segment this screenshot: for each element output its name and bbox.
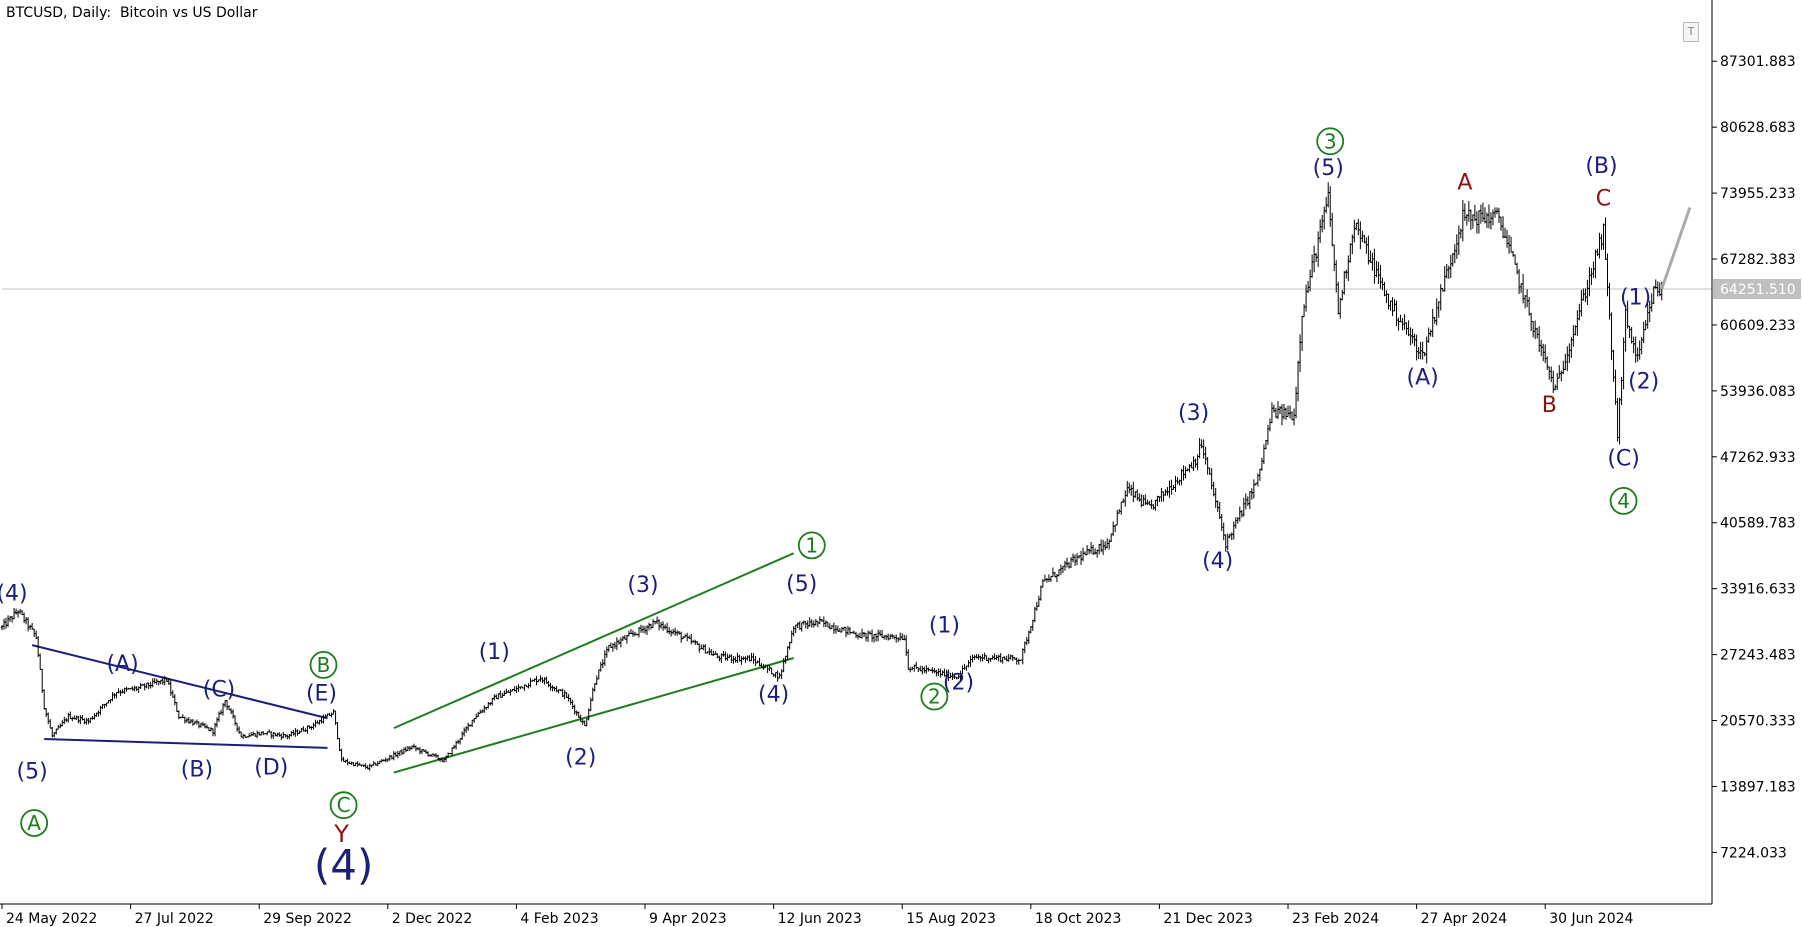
- date-tick-label: 27 Jul 2022: [135, 911, 214, 927]
- wave-label: C: [337, 793, 351, 817]
- wave-label: (E): [306, 681, 337, 706]
- wave-label: (B): [181, 758, 213, 783]
- wave-label: (A): [106, 652, 138, 677]
- wave-label: B: [317, 653, 331, 677]
- date-tick-label: 15 Aug 2023: [906, 911, 996, 927]
- wave-label: (1): [479, 640, 510, 665]
- wave-label: (2): [943, 671, 974, 696]
- wave-label: (1): [1620, 285, 1651, 310]
- wave-label: (5): [17, 760, 48, 785]
- price-tick-label: 13897.183: [1720, 779, 1796, 795]
- date-tick-label: 23 Feb 2024: [1292, 911, 1379, 927]
- wave-label: (1): [929, 613, 960, 638]
- wave-label: C: [1596, 186, 1611, 211]
- wave-label: (2): [1628, 369, 1659, 394]
- wave-label: (2): [565, 746, 596, 771]
- price-tick-label: 47262.933: [1720, 450, 1796, 466]
- wave-label: (B): [1585, 154, 1617, 179]
- wave-label: Y: [333, 820, 349, 848]
- date-tick-label: 18 Oct 2023: [1035, 911, 1122, 927]
- wave-label: (4): [0, 582, 28, 607]
- wave-labels-group: (4)(5)A(A)(C)(B)(D)B(E)CY(4)(1)(2)(3)(4)…: [0, 127, 1659, 889]
- price-tick-label: 53936.083: [1720, 384, 1796, 400]
- price-tick-label: 60609.233: [1720, 318, 1796, 334]
- price-tick-label: 73955.233: [1720, 186, 1796, 202]
- price-tick-label: 7224.033: [1720, 845, 1787, 861]
- wave-label-circle: [329, 791, 358, 820]
- wave-label: (3): [627, 573, 658, 598]
- trendline-wedge-lower: [393, 657, 794, 774]
- price-tick-label: 67282.383: [1720, 252, 1796, 268]
- date-tick-label: 24 May 2022: [6, 911, 97, 927]
- wave-label: 4: [1617, 489, 1630, 513]
- date-tick-label: 30 Jun 2024: [1549, 911, 1633, 927]
- wave-label: 2: [928, 685, 941, 709]
- wave-label-circle: [309, 651, 338, 679]
- current-price-line-group: 64251.510: [2, 278, 1801, 299]
- date-tick-label: 4 Feb 2023: [520, 911, 598, 927]
- wave-label: A: [1457, 171, 1472, 196]
- wave-label: (5): [1313, 156, 1344, 181]
- wave-label: 1: [805, 533, 818, 557]
- trade-panel-button[interactable]: T: [1683, 22, 1699, 42]
- trendline-wedge-upper: [393, 552, 795, 730]
- wave-label: B: [1542, 393, 1557, 418]
- wave-label-circle: [1316, 127, 1345, 156]
- price-tick-label: 40589.783: [1720, 516, 1796, 532]
- wave-label: (4): [1202, 549, 1233, 574]
- wave-label: A: [27, 811, 41, 835]
- wave-label: (4): [314, 840, 374, 889]
- wave-label-circle: [1609, 487, 1638, 515]
- trendline-triangle-lower: [44, 738, 328, 749]
- wave-label: (3): [1178, 401, 1209, 426]
- current-price-label: 64251.510: [1720, 282, 1796, 298]
- date-tick-label: 21 Dec 2023: [1163, 911, 1252, 927]
- price-tick-label: 80628.683: [1720, 120, 1796, 136]
- wave-label-circle: [920, 682, 949, 711]
- price-tick-label: 27243.483: [1720, 648, 1796, 664]
- price-tick-label: 33916.633: [1720, 582, 1796, 598]
- date-tick-label: 9 Apr 2023: [649, 911, 727, 927]
- wave-label: (C): [1607, 446, 1640, 471]
- wave-label-circle: [797, 531, 826, 560]
- wave-label: (C): [203, 678, 236, 703]
- price-tick-label: 87301.883: [1720, 54, 1796, 70]
- wave-label: (5): [786, 572, 817, 597]
- trendline-triangle-upper: [31, 644, 328, 720]
- date-tick-label: 2 Dec 2022: [392, 911, 473, 927]
- price-tick-label: 20570.333: [1720, 714, 1796, 730]
- date-tick-label: 12 Jun 2023: [778, 911, 862, 927]
- candles-group: [0, 182, 1664, 771]
- symbol-title: BTCUSD, Daily: Bitcoin vs US Dollar: [6, 5, 258, 21]
- trendlines-group: [31, 552, 795, 774]
- current-price-tag: [1713, 278, 1801, 299]
- projection-group: [1660, 206, 1692, 290]
- wave-label: (D): [254, 756, 288, 781]
- date-tick-label: 29 Sep 2022: [263, 911, 352, 927]
- wave-label: 3: [1324, 129, 1337, 153]
- wave-label: (4): [758, 682, 789, 707]
- wave-label: (A): [1407, 365, 1439, 390]
- wave-label-circle: [20, 809, 49, 837]
- projection-line: [1660, 206, 1692, 290]
- date-tick-label: 27 Apr 2024: [1421, 911, 1508, 927]
